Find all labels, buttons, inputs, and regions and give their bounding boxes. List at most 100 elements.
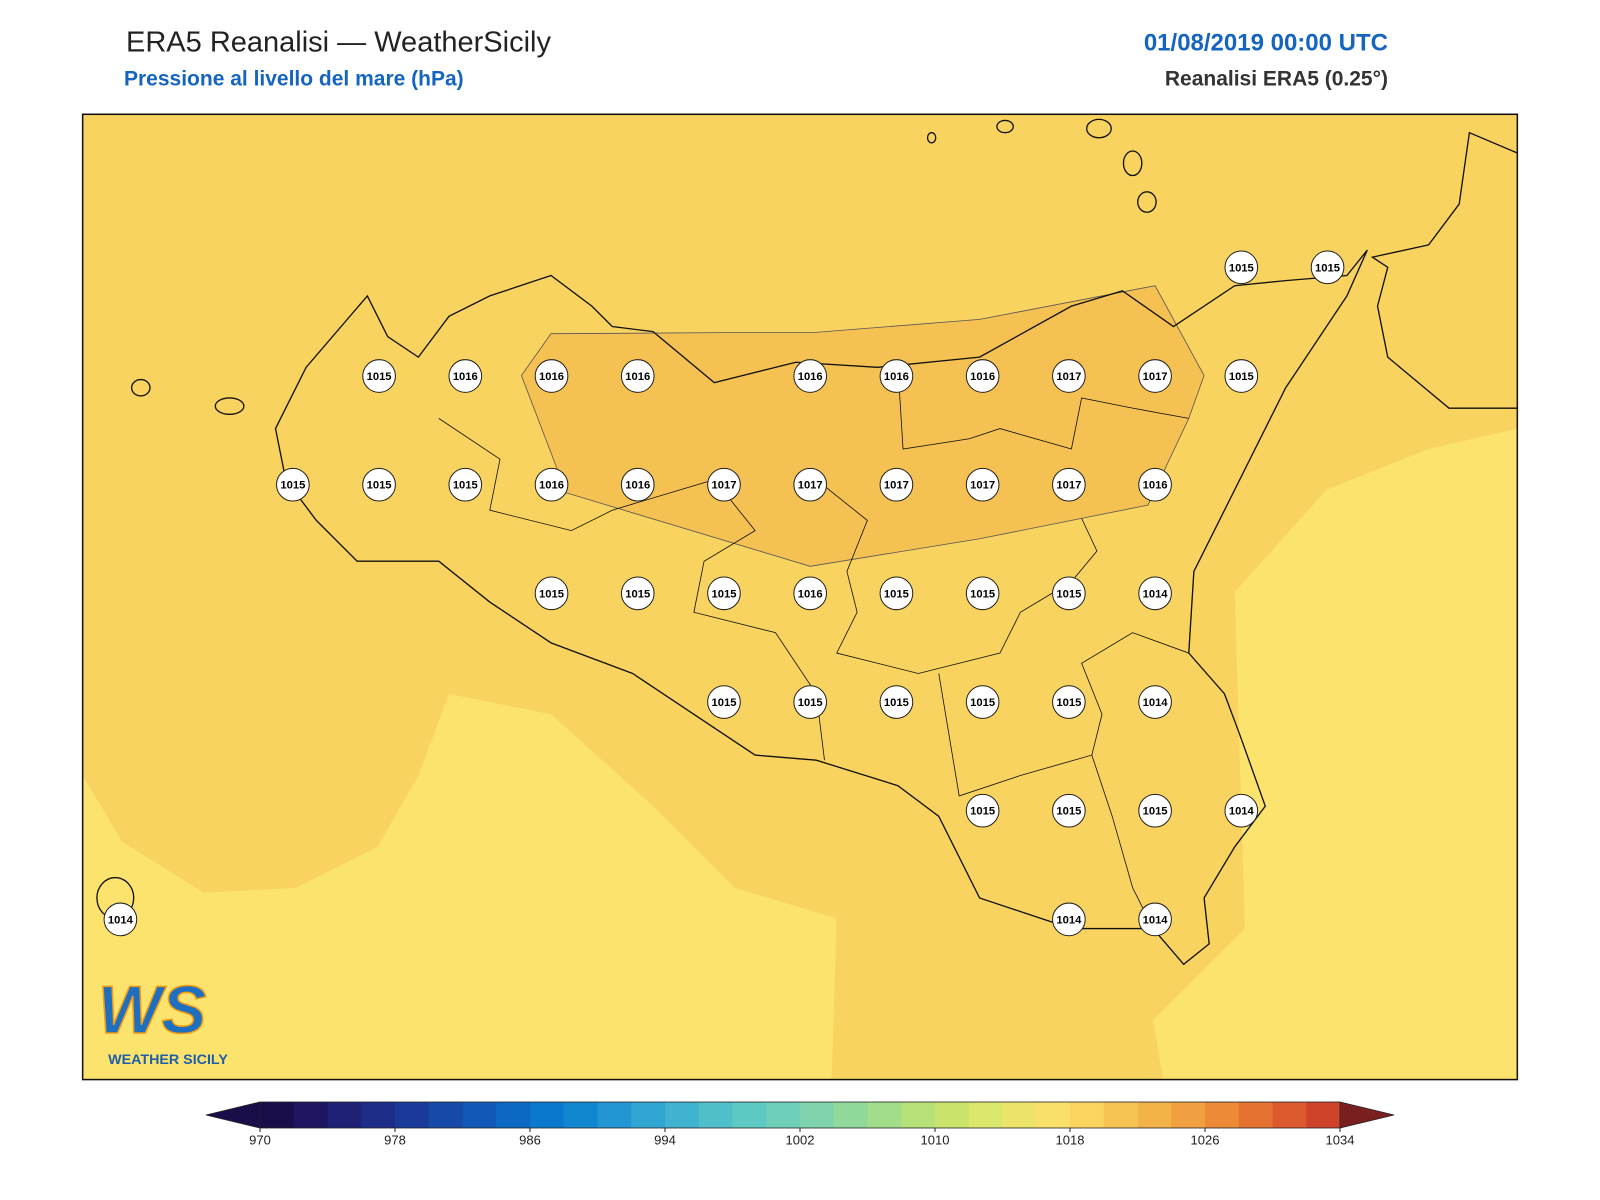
source: Reanalisi ERA5 (0.25°) — [1165, 68, 1388, 91]
station-marker — [362, 359, 396, 393]
station-marker — [620, 576, 655, 611]
colorbar-segment — [901, 1102, 936, 1128]
colorbar-segment — [293, 1102, 328, 1128]
colorbar-tick-label: 1026 — [1191, 1132, 1220, 1147]
station-marker — [1138, 467, 1172, 502]
station-marker — [707, 576, 741, 611]
station-value: 1017 — [1056, 480, 1081, 492]
station-value: 1015 — [1056, 697, 1081, 709]
colorbar-tick-label: 1034 — [1326, 1132, 1355, 1147]
colorbar-segment — [867, 1102, 902, 1128]
station-value: 1015 — [367, 480, 392, 492]
station-value: 1016 — [970, 371, 995, 383]
title: ERA5 Reanalisi — WeatherSicily — [126, 27, 551, 59]
station-marker — [1052, 467, 1086, 502]
colorbar-segment — [968, 1102, 1003, 1128]
station-value: 1016 — [625, 480, 650, 492]
station-marker — [1052, 359, 1086, 393]
colorbar-segment — [1103, 1102, 1138, 1128]
station-value: 1015 — [1315, 262, 1340, 274]
station-value: 1017 — [970, 480, 995, 492]
colorbar-segment — [327, 1102, 362, 1128]
colorbar-segment — [1306, 1102, 1341, 1128]
station-marker — [965, 576, 1000, 611]
coastline — [96, 118, 1518, 966]
colorbar-segment — [1137, 1102, 1172, 1128]
station-marker — [448, 359, 483, 393]
colorbar-segment — [1171, 1102, 1206, 1128]
station-marker — [1138, 359, 1172, 393]
colorbar-tick-label: 1010 — [921, 1132, 950, 1147]
station-marker — [793, 685, 828, 719]
station-marker — [1052, 576, 1086, 611]
station-marker — [879, 467, 914, 502]
pressure-field-low — [82, 693, 837, 1080]
logo-name: WEATHER SICILY — [108, 1052, 228, 1068]
colorbar-segment — [563, 1102, 598, 1128]
colorbar-tick-label: 1018 — [1056, 1132, 1085, 1147]
colorbar-segment — [530, 1102, 565, 1128]
colorbar-tick-label: 986 — [519, 1132, 541, 1147]
station-value: 1015 — [1229, 371, 1254, 383]
station-value: 1015 — [884, 697, 909, 709]
station-marker — [1224, 359, 1259, 393]
colorbar-segment — [631, 1102, 666, 1128]
station-marker — [1052, 902, 1086, 937]
station-value: 1016 — [539, 371, 564, 383]
colorbar-segment — [1238, 1102, 1273, 1128]
colorbar-segment — [597, 1102, 632, 1128]
station-value: 1017 — [711, 480, 736, 492]
station-marker — [1052, 685, 1086, 719]
station-marker — [103, 902, 138, 937]
station-value: 1016 — [1143, 480, 1168, 492]
colorbar-segment — [496, 1102, 531, 1128]
station-value: 1016 — [798, 371, 823, 383]
station-value: 1015 — [453, 480, 478, 492]
station-value: 1014 — [108, 914, 134, 926]
station-value: 1017 — [1056, 371, 1081, 383]
colorbar-segment — [1002, 1102, 1037, 1128]
station-marker — [965, 793, 1000, 828]
station-value: 1015 — [1056, 806, 1081, 818]
colorbar-segment — [935, 1102, 970, 1128]
station-marker — [707, 467, 741, 502]
colorbar-segment — [1070, 1102, 1105, 1128]
station-value: 1015 — [970, 697, 995, 709]
station-value: 1016 — [884, 371, 909, 383]
station-value: 1014 — [1143, 588, 1169, 600]
colorbar-segment — [1036, 1102, 1071, 1128]
station-marker — [448, 467, 483, 502]
station-value: 1016 — [798, 588, 823, 600]
station-marker — [1224, 793, 1259, 828]
colorbar-segment — [800, 1102, 835, 1128]
colorbar-tick-label: 978 — [384, 1132, 406, 1147]
station-value: 1015 — [1143, 806, 1168, 818]
station-value: 1015 — [798, 697, 823, 709]
station-value: 1014 — [1143, 697, 1169, 709]
station-marker — [965, 467, 1000, 502]
station-value: 1015 — [625, 588, 650, 600]
station-marker — [1224, 250, 1259, 285]
station-marker — [879, 576, 914, 611]
station-value: 1015 — [1056, 588, 1081, 600]
colorbar-tick-label: 994 — [654, 1132, 676, 1147]
station-value: 1017 — [798, 480, 823, 492]
station-value: 1016 — [539, 480, 564, 492]
colorbar-segment — [361, 1102, 396, 1128]
station-marker — [879, 685, 914, 719]
colorbar-segment — [1272, 1102, 1307, 1128]
colorbar-segment — [665, 1102, 700, 1128]
colorbar-tick-label: 970 — [249, 1132, 271, 1147]
station-marker — [620, 359, 655, 393]
station-value: 1015 — [539, 588, 564, 600]
colorbar-segment — [833, 1102, 868, 1128]
station-marker — [1052, 793, 1086, 828]
station-marker — [1138, 685, 1172, 719]
station-value: 1017 — [884, 480, 909, 492]
province-borders — [438, 367, 1189, 929]
station-value: 1017 — [1143, 371, 1168, 383]
station-value: 1016 — [625, 371, 650, 383]
station-value: 1015 — [711, 697, 736, 709]
